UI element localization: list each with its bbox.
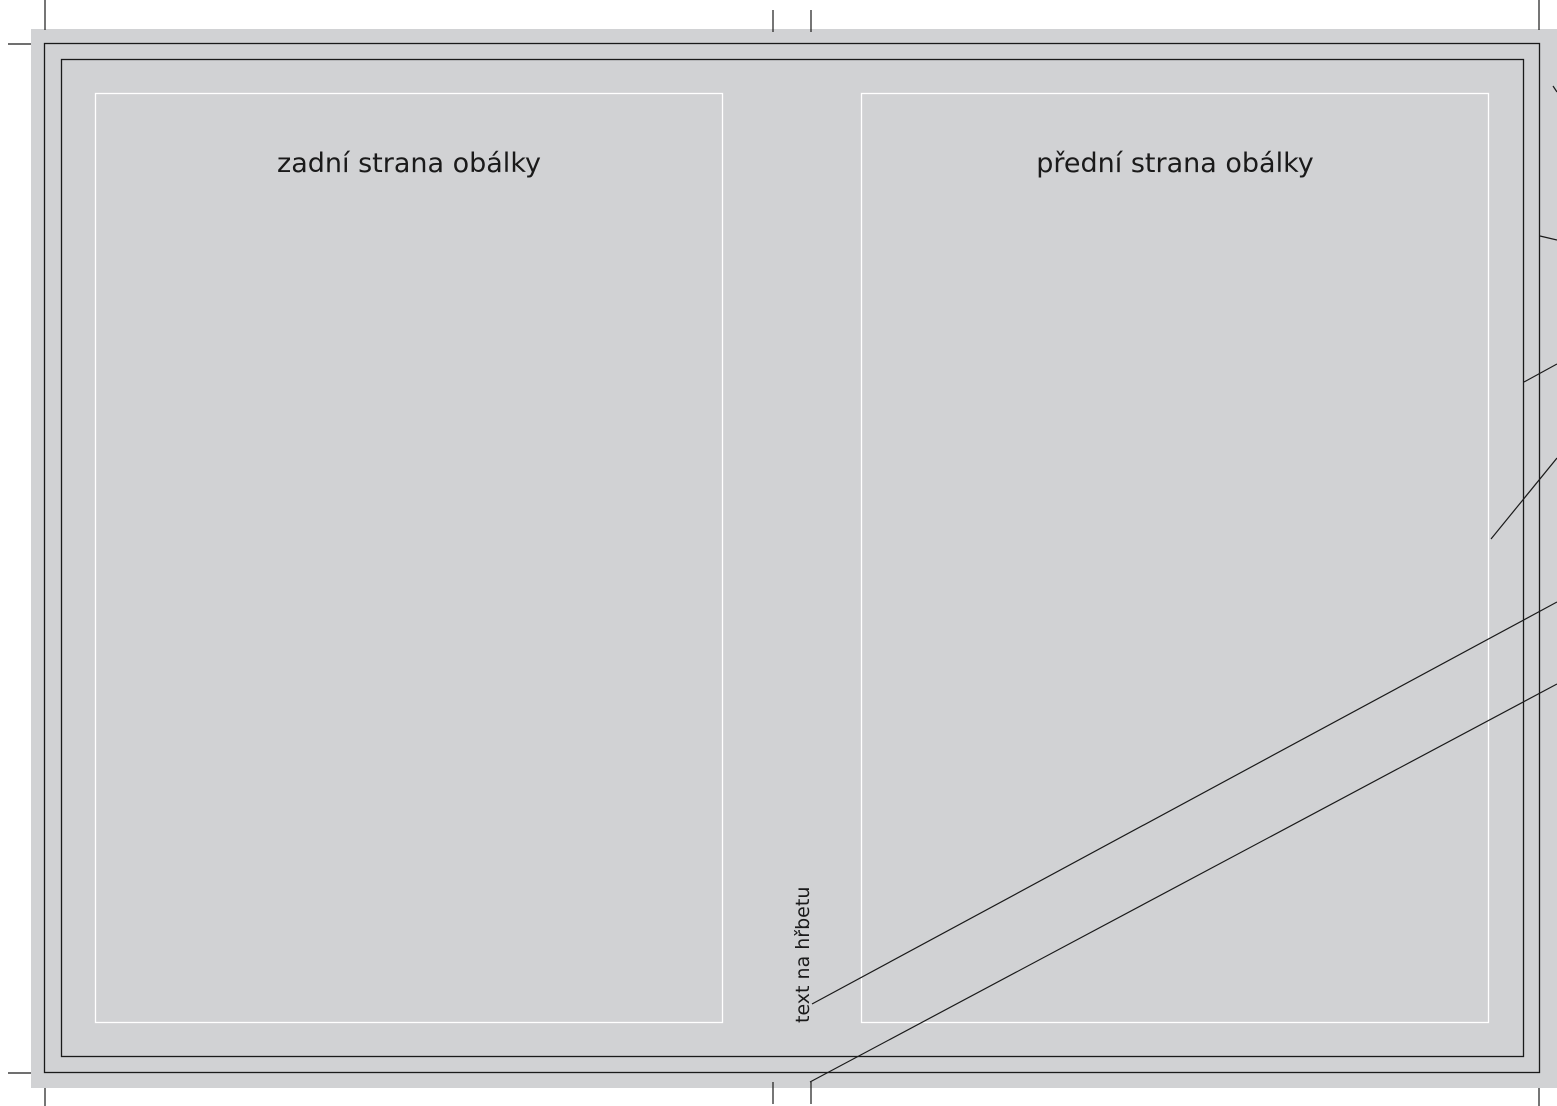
leader-lines bbox=[809, 85, 1557, 1083]
leader-line-1 bbox=[1552, 85, 1557, 93]
leader-line-2 bbox=[1539, 235, 1557, 241]
front-cover-safe-area bbox=[860, 92, 1490, 1024]
inner-frame bbox=[60, 58, 1525, 1058]
leader-line-4 bbox=[1490, 457, 1557, 540]
crop-marks bbox=[8, 0, 1540, 1106]
back-cover-safe-area bbox=[94, 92, 724, 1024]
leader-line-6 bbox=[809, 683, 1557, 1083]
back-cover-label: zadní strana obálky bbox=[277, 148, 541, 179]
bleed-area bbox=[31, 29, 1557, 1088]
leader-line-5 bbox=[811, 601, 1557, 1005]
leader-line-3 bbox=[1523, 363, 1557, 383]
spine-label: text na hřbetu bbox=[792, 886, 814, 1023]
trim-frame bbox=[43, 42, 1541, 1074]
front-cover-label: přední strana obálky bbox=[1036, 148, 1314, 179]
